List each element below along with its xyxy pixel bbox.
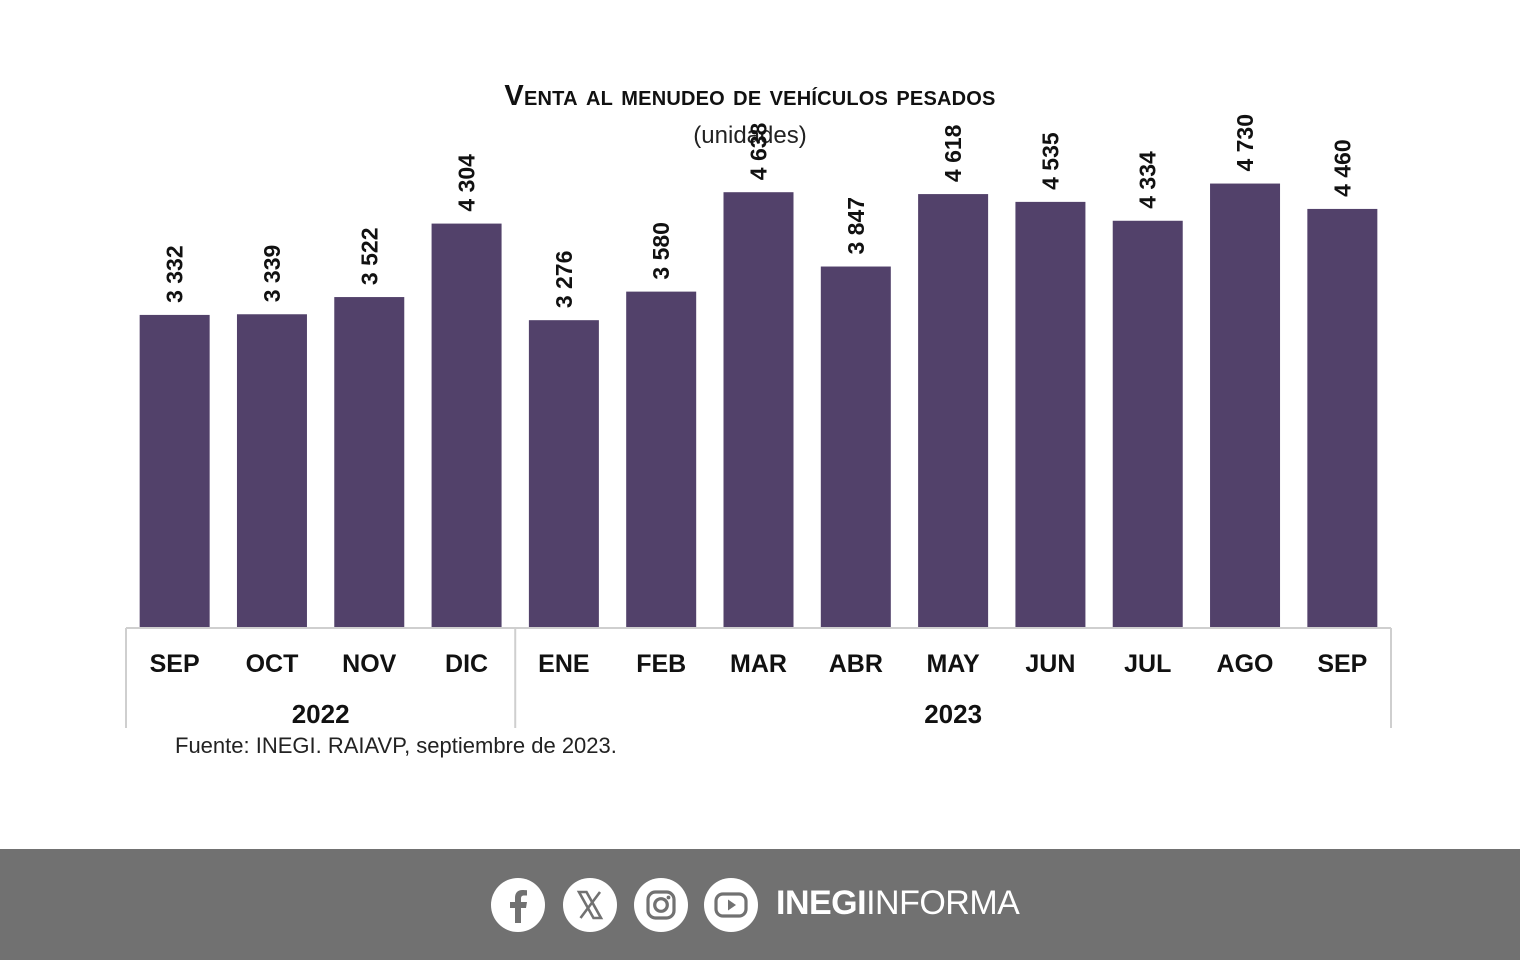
- bar: [139, 314, 210, 628]
- bar: [1015, 201, 1086, 628]
- bar: [626, 291, 697, 628]
- chart-title: Venta al menudeo de vehículos pesados: [504, 80, 996, 112]
- data-label: 4 304: [454, 154, 480, 212]
- x-tick-label: JUL: [1124, 650, 1171, 678]
- data-label: 3 339: [259, 245, 285, 303]
- x-tick-label: DIC: [445, 650, 488, 678]
- bar: [1210, 183, 1281, 629]
- data-label: 3 847: [843, 197, 869, 255]
- x-tick-label: MAY: [926, 650, 980, 678]
- data-label: 3 332: [162, 245, 188, 303]
- x-tick-label: JUN: [1025, 650, 1075, 678]
- chart-subtitle: (unidades): [693, 122, 807, 149]
- bar: [431, 223, 502, 628]
- bar: [1307, 208, 1378, 629]
- bar: [820, 266, 891, 628]
- brand-light-text: INFORMA: [866, 884, 1020, 922]
- facebook-icon[interactable]: [490, 877, 546, 933]
- bar: [528, 320, 599, 628]
- x-tick-label: SEP: [1317, 650, 1367, 678]
- data-label: 3 276: [551, 251, 577, 309]
- bar: [236, 314, 307, 628]
- bar: [723, 192, 794, 629]
- data-label: 3 522: [356, 228, 382, 286]
- year-label: 2022: [292, 699, 350, 729]
- bar: [918, 194, 989, 628]
- data-label: 4 460: [1329, 139, 1355, 197]
- source-note: Fuente: INEGI. RAIAVP, septiembre de 202…: [175, 733, 617, 758]
- x-tick-label: FEB: [636, 650, 686, 678]
- data-label: 3 580: [648, 222, 674, 280]
- x-tick-label: ENE: [538, 650, 589, 678]
- youtube-icon[interactable]: [703, 877, 759, 933]
- inegi-informa-brand[interactable]: INEGIINFORMA: [776, 884, 1020, 923]
- footer-bar: INEGIINFORMA: [0, 849, 1520, 960]
- bar-chart: 3 332 SEP 3 339 OCT 3 522 NOV 4 304 DIC 3 276 ENE…: [125, 114, 1392, 729]
- x-tick-label: ABR: [829, 650, 883, 678]
- data-label: 4 618: [940, 124, 966, 182]
- x-tick-label: OCT: [246, 650, 299, 678]
- bar: [1112, 220, 1183, 628]
- x-tick-label: NOV: [342, 650, 397, 678]
- data-label: 4 730: [1232, 114, 1258, 172]
- bar: [334, 297, 405, 628]
- instagram-icon[interactable]: [633, 877, 689, 933]
- data-label: 4 334: [1135, 151, 1161, 209]
- data-label: 4 535: [1037, 132, 1063, 190]
- x-tick-label: AGO: [1217, 650, 1274, 678]
- data-label: 4 638: [746, 122, 772, 180]
- brand-bold-text: INEGI: [776, 884, 867, 922]
- x-tick-label: MAR: [730, 650, 787, 678]
- x-icon[interactable]: [562, 877, 618, 933]
- x-tick-label: SEP: [150, 650, 200, 678]
- year-label: 2023: [924, 699, 982, 729]
